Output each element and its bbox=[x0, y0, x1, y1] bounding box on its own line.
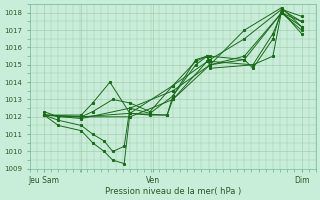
X-axis label: Pression niveau de la mer( hPa ): Pression niveau de la mer( hPa ) bbox=[105, 187, 241, 196]
